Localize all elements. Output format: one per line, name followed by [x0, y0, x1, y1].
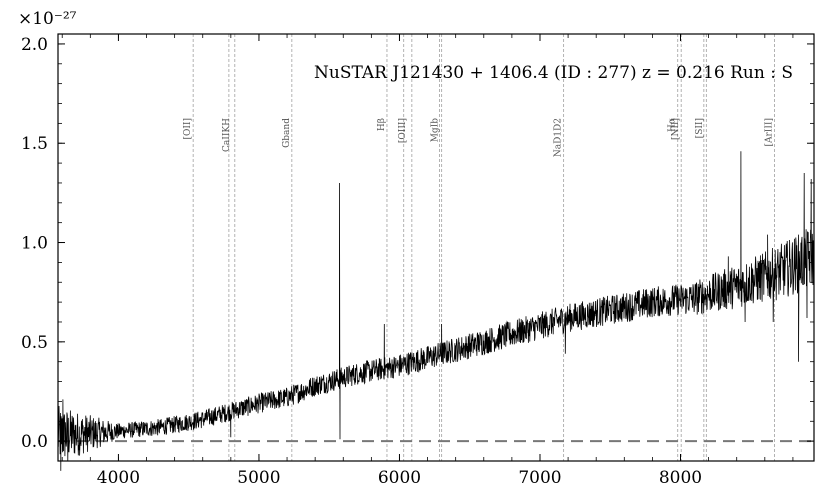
line-label: [OII] [183, 118, 193, 140]
line-label: [SII] [695, 118, 705, 138]
plot-layer: [OII] CaIIKH Gband Hβ [OIII] MgIb NaD1D2 Hα[NII… [21, 34, 815, 488]
line-label: [NII] [671, 118, 681, 140]
x-tick-label: 6000 [378, 468, 421, 488]
chart-title: NuSTAR J121430 + 1406.4 (ID : 277) z = 0… [314, 63, 793, 83]
line-label: [ArIII] [765, 118, 775, 147]
line-label: MgIb [430, 118, 440, 143]
line-label: Gband [282, 118, 292, 148]
y-tick-label: 0.0 [21, 432, 48, 452]
line-label: [OIII] [398, 118, 408, 143]
y-tick-label: 1.5 [21, 134, 48, 154]
line-label: Hβ [377, 118, 387, 131]
spectrum-series-line [57, 151, 815, 471]
x-tick-label: 7000 [518, 468, 561, 488]
x-tick-label: 8000 [659, 468, 702, 488]
y-tick-label: 0.5 [21, 333, 48, 353]
line-label: NaD1D2 [554, 118, 564, 157]
plot-frame [57, 33, 815, 462]
y-tick-label: 2.0 [21, 35, 48, 55]
x-tick-label: 4000 [97, 468, 140, 488]
y-axis-exponent-label: ×10⁻²⁷ [18, 9, 77, 29]
line-label: CaIIKH [222, 118, 232, 152]
x-tick-label: 5000 [237, 468, 280, 488]
line-label: Hα [668, 118, 678, 132]
y-tick-label: 1.0 [21, 234, 48, 254]
